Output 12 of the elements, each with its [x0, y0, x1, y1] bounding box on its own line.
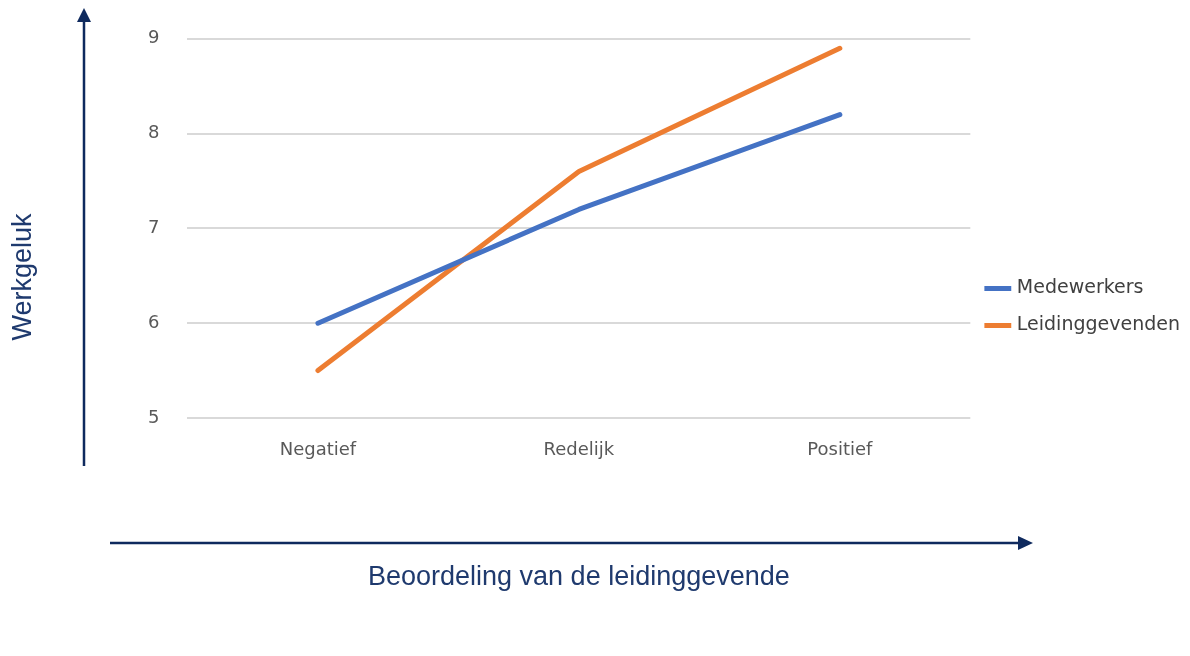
x-axis-title: Beoordeling van de leidinggevende — [367, 561, 790, 592]
y-tick-label: 6 — [148, 310, 160, 332]
y-tick-label: 7 — [148, 216, 160, 238]
x-tick-label: Negatief — [279, 438, 357, 460]
x-tick-label: Redelijk — [543, 438, 615, 460]
y-tick-label: 8 — [148, 121, 160, 143]
x-tick-label: Positief — [807, 438, 874, 460]
legend-label: Leidinggevenden — [1016, 312, 1181, 335]
y-tick-label: 9 — [148, 26, 160, 48]
y-tick-label: 5 — [148, 405, 160, 427]
legend-label: Medewerkers — [1016, 275, 1144, 298]
y-axis-title: Werkgeluk — [6, 213, 38, 341]
